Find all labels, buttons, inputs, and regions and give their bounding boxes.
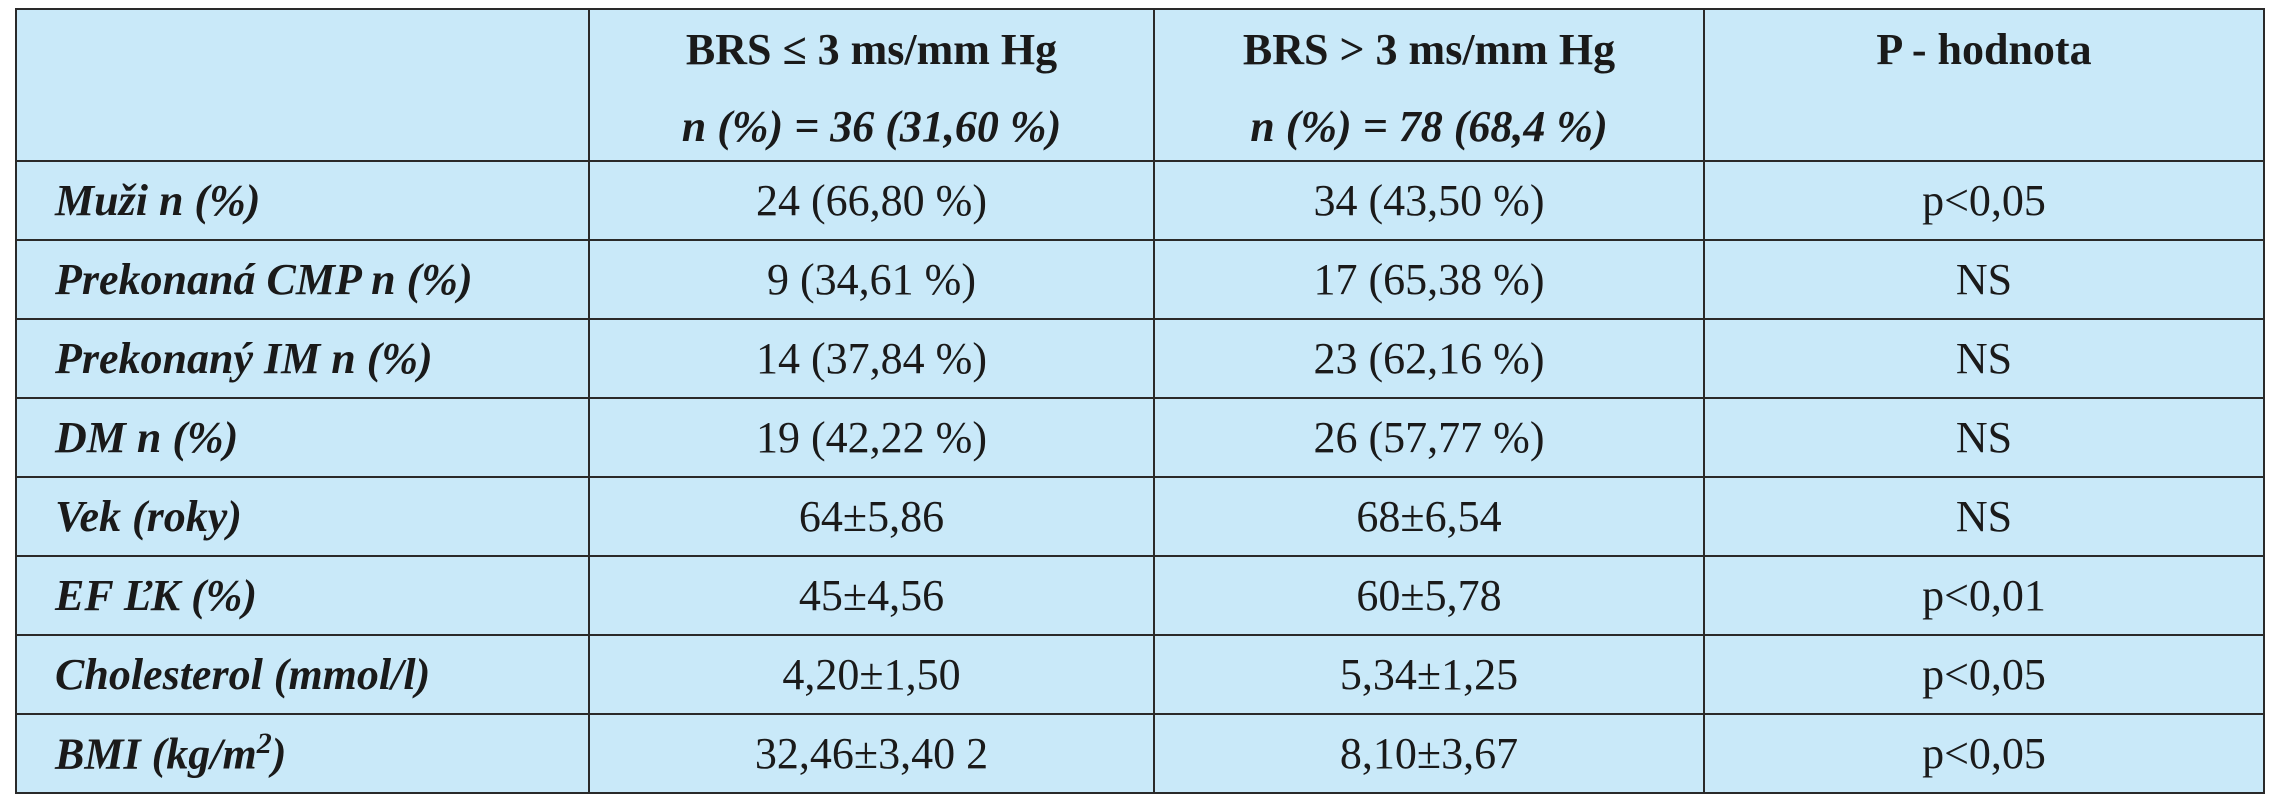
row-label-text: Muži n (%)	[55, 176, 261, 225]
table-body: BRS ≤ 3 ms/mm Hg n (%) = 36 (31,60 %) BRS …	[15, 8, 2265, 794]
table-row: BMI (kg/m2) 32,46±3,40 2 8,10±3,67 p<0,05	[15, 713, 2265, 794]
table-row: Prekonaný IM n (%) 14 (37,84 %) 23 (62,16 …	[15, 318, 2265, 399]
column-subtitle: n (%) = 36 (31,60 %)	[681, 102, 1062, 151]
table-cell: 4,20±1,50	[588, 634, 1155, 715]
column-subtitle: n (%) = 78 (68,4 %)	[1250, 102, 1608, 151]
header-cell: BRS > 3 ms/mm Hg n (%) = 78 (68,4 %)	[1153, 8, 1705, 162]
table-cell: 17 (65,38 %)	[1153, 239, 1705, 320]
table-cell: p<0,05	[1703, 634, 2265, 715]
row-label-end: )	[271, 729, 287, 779]
table-row: Cholesterol (mmol/l) 4,20±1,50 5,34±1,25 p<…	[15, 634, 2265, 715]
table-cell: 32,46±3,40 2	[588, 713, 1155, 794]
table-cell: 68±6,54	[1153, 476, 1705, 557]
row-label: Prekonaný IM n (%)	[15, 318, 590, 399]
column-title: BRS ≤ 3 ms/mm Hg	[685, 25, 1058, 74]
header-cell	[15, 8, 590, 162]
data-table: BRS ≤ 3 ms/mm Hg n (%) = 36 (31,60 %) BRS …	[15, 8, 2265, 794]
table-cell: p<0,05	[1703, 713, 2265, 794]
table-row: Prekonaná CMP n (%) 9 (34,61 %) 17 (65,38 …	[15, 239, 2265, 320]
table-cell: 26 (57,77 %)	[1153, 397, 1705, 478]
row-label-text: BMI (kg/m	[55, 729, 257, 779]
column-title: P - hodnota	[1876, 25, 2092, 74]
table-cell: 19 (42,22 %)	[588, 397, 1155, 478]
header-row: BRS ≤ 3 ms/mm Hg n (%) = 36 (31,60 %) BRS …	[15, 8, 2265, 162]
table-cell: p<0,05	[1703, 160, 2265, 241]
row-label-text: Cholesterol (mmol/l)	[55, 650, 431, 699]
table-cell: 24 (66,80 %)	[588, 160, 1155, 241]
table-cell: 64±5,86	[588, 476, 1155, 557]
row-label-text: EF ĽK (%)	[55, 571, 258, 620]
row-label: Cholesterol (mmol/l)	[15, 634, 590, 715]
row-label-text: Prekonaný IM n (%)	[55, 334, 433, 383]
table-cell: 5,34±1,25	[1153, 634, 1705, 715]
row-label-text: Prekonaná CMP n (%)	[55, 255, 473, 304]
table-row: DM n (%) 19 (42,22 %) 26 (57,77 %) NS	[15, 397, 2265, 478]
table-cell: 60±5,78	[1153, 555, 1705, 636]
table-cell: NS	[1703, 239, 2265, 320]
table-cell: 34 (43,50 %)	[1153, 160, 1705, 241]
table-cell: NS	[1703, 397, 2265, 478]
table-cell: 14 (37,84 %)	[588, 318, 1155, 399]
row-label: Vek (roky)	[15, 476, 590, 557]
row-label-sup: 2	[256, 727, 272, 761]
table-cell: 45±4,56	[588, 555, 1155, 636]
table-row: Muži n (%) 24 (66,80 %) 34 (43,50 %) p<0,05	[15, 160, 2265, 241]
table-row: Vek (roky) 64±5,86 68±6,54 NS	[15, 476, 2265, 557]
row-label-text: DM n (%)	[55, 413, 239, 462]
header-cell: P - hodnota	[1703, 8, 2265, 162]
row-label-text: Vek (roky)	[55, 492, 242, 541]
table-cell: 8,10±3,67	[1153, 713, 1705, 794]
header-cell: BRS ≤ 3 ms/mm Hg n (%) = 36 (31,60 %)	[588, 8, 1155, 162]
row-label: Prekonaná CMP n (%)	[15, 239, 590, 320]
row-label: BMI (kg/m2)	[15, 713, 590, 794]
row-label: Muži n (%)	[15, 160, 590, 241]
table-cell: 23 (62,16 %)	[1153, 318, 1705, 399]
table-cell: NS	[1703, 476, 2265, 557]
row-label: EF ĽK (%)	[15, 555, 590, 636]
table-cell: NS	[1703, 318, 2265, 399]
table-cell: p<0,01	[1703, 555, 2265, 636]
column-title: BRS > 3 ms/mm Hg	[1242, 25, 1616, 74]
row-label: DM n (%)	[15, 397, 590, 478]
table-row: EF ĽK (%) 45±4,56 60±5,78 p<0,01	[15, 555, 2265, 636]
table-cell: 9 (34,61 %)	[588, 239, 1155, 320]
